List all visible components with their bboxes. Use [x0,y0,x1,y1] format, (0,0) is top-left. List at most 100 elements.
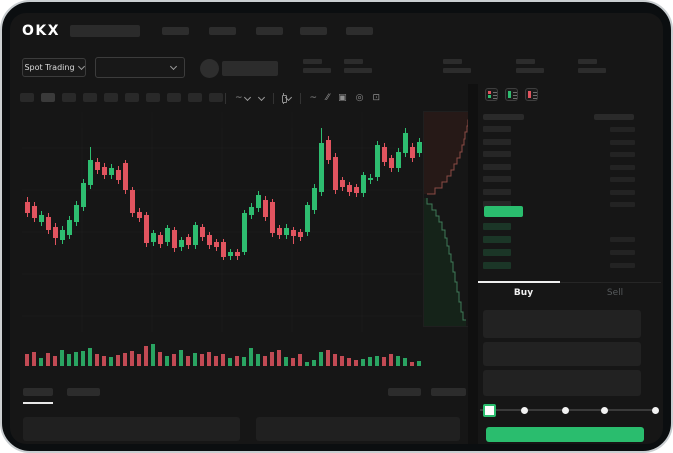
nav-item-placeholder[interactable] [162,27,189,35]
nav-item-placeholder[interactable] [209,27,236,35]
nav-item-placeholder[interactable] [300,27,327,35]
candle-body [144,215,149,243]
volume-bar [158,352,162,366]
timeframe-button[interactable] [104,93,118,102]
line-style-icon[interactable]: ~ [309,93,318,103]
depth-chart [423,111,474,327]
tab-buy-label: Buy [513,288,534,298]
orderbook-ask-row[interactable] [483,164,511,170]
draw-lines-icon[interactable]: ⁄⁄ [326,93,330,103]
icon-ask-mark [488,91,491,94]
market-type-dropdown[interactable]: Spot Trading [22,58,86,77]
stat-label-placeholder [443,59,462,64]
amount-slider[interactable] [480,401,660,417]
candle-body [102,167,107,175]
order-form-field[interactable] [483,310,641,338]
candle-body [39,215,44,222]
timeframe-button[interactable] [188,93,202,102]
header-search-placeholder[interactable] [70,25,140,37]
slider-stop[interactable] [652,407,659,414]
bottom-tab-placeholder[interactable] [67,388,100,396]
chart-settings-icon[interactable]: ◎ [355,93,364,103]
volume-bar [305,362,309,366]
volume-bar [417,361,421,366]
buy-submit-button[interactable] [486,427,644,442]
fullscreen-icon[interactable]: ⊡ [372,93,381,103]
orderbook-bid-row[interactable] [483,223,511,230]
depth-bids-line [426,198,466,321]
volume-bar [270,352,274,366]
tab-sell[interactable]: Sell [569,285,661,301]
chevron-down-icon [169,62,178,71]
volume-bar [200,354,204,366]
candle-body [200,227,205,237]
okx-logo[interactable]: OKX [22,23,61,39]
book-asks-icon[interactable] [525,88,538,101]
orderbook-ask-row[interactable] [483,201,511,207]
volume-bar [368,357,372,366]
timeframe-button[interactable] [167,93,181,102]
volume-bar [319,352,323,366]
bottom-panel-placeholder[interactable] [23,417,240,441]
volume-bar [60,350,64,366]
candle-body [235,252,240,256]
volume-bar [403,358,407,366]
volume-bar [186,356,190,366]
bottom-action-placeholder[interactable] [431,388,466,396]
indicator-dropdown-icon[interactable] [257,93,265,101]
nav-item-placeholder[interactable] [346,27,373,35]
order-form-field[interactable] [483,370,641,396]
panel-divider [468,84,478,444]
orderbook-ask-amount [610,202,635,207]
orderbook-ask-row[interactable] [483,151,511,157]
orderbook-ask-row[interactable] [483,126,511,132]
orderbook-bid-row[interactable] [483,262,511,269]
book-bids-icon[interactable] [505,88,518,101]
volume-bar [207,352,211,366]
slider-stop[interactable] [601,407,608,414]
bottom-action-placeholder[interactable] [388,388,421,396]
bottom-panel-placeholder[interactable] [256,417,460,441]
orderbook-ask-row[interactable] [483,189,511,195]
slider-stop[interactable] [521,407,528,414]
tab-buy[interactable]: Buy [478,285,569,301]
timeframe-button[interactable] [209,93,223,102]
candle-body [242,213,247,252]
stat-value-placeholder [303,68,331,73]
book-combined-icon[interactable] [485,88,498,101]
bottom-tab-placeholder[interactable] [23,388,53,396]
depth-bids-area [424,198,466,326]
volume-bar [130,351,134,366]
timeframe-button[interactable] [125,93,139,102]
orderbook-bid-row[interactable] [483,236,511,243]
candle-body [88,160,93,185]
volume-chart[interactable] [22,338,422,366]
active-tab-indicator [478,281,560,283]
slider-stop[interactable] [562,407,569,414]
pair-name-placeholder[interactable] [222,61,278,76]
stat-value-placeholder [578,68,606,73]
last-price-badge[interactable] [484,206,523,217]
orderbook-ask-row[interactable] [483,139,511,145]
order-form-field[interactable] [483,342,641,366]
timeframe-button[interactable] [83,93,97,102]
volume-bar [172,354,176,366]
chart-tools: ~ ~ ⁄⁄ ▣ ◎ ⊡ [225,91,380,105]
pair-search-dropdown[interactable] [95,57,185,78]
camera-icon[interactable]: ▣ [338,93,347,103]
candle-style-icon[interactable] [281,92,292,104]
timeframe-button[interactable] [62,93,76,102]
orderbook-bid-row[interactable] [483,249,511,256]
indicators-icon[interactable]: ~ [235,93,251,103]
orderbook-ask-row[interactable] [483,176,511,182]
timeframe-button[interactable] [146,93,160,102]
timeframe-button[interactable] [20,93,34,102]
candle-body [368,178,373,180]
nav-item-placeholder[interactable] [256,27,283,35]
slider-track[interactable] [480,409,658,411]
candlestick-chart[interactable] [22,112,422,332]
timeframe-button[interactable] [41,93,55,102]
candle-body [361,175,366,193]
slider-handle[interactable] [483,404,496,417]
